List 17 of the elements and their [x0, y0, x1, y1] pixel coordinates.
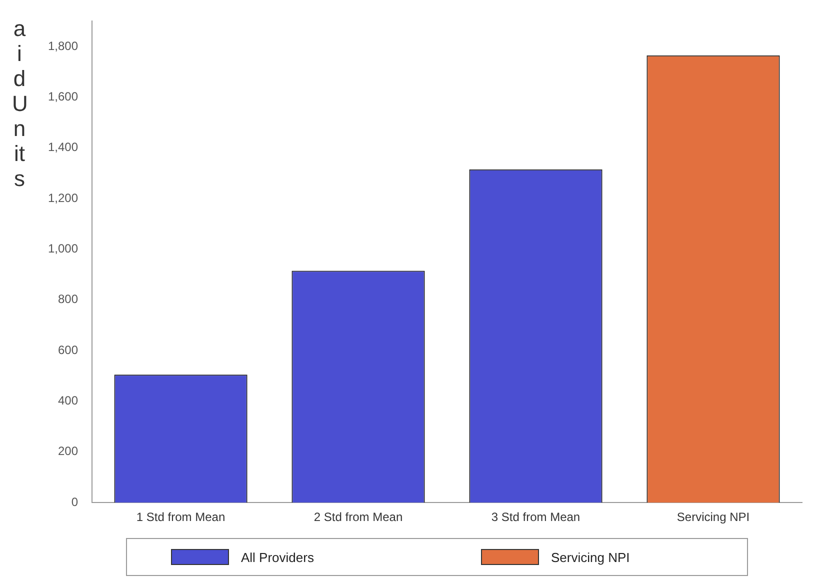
y-axis-title: aid Units — [12, 16, 28, 191]
y-tick-label: 1,000 — [48, 242, 78, 256]
y-tick-label: 200 — [58, 444, 78, 458]
y-tick-label: 1,800 — [48, 38, 78, 53]
y-tick-label: 800 — [58, 292, 78, 306]
y-tick-label: 400 — [58, 394, 78, 408]
legend-label: All Providers — [241, 550, 314, 564]
x-tick-label: 1 Std from Mean — [136, 510, 226, 524]
y-tick-label: 1,600 — [48, 90, 78, 104]
x-tick-label: Servicing NPI — [676, 510, 750, 524]
x-tick-label: 3 Std from Mean — [491, 510, 580, 524]
y-tick-label: 1,400 — [48, 140, 78, 154]
y-tick-label: 600 — [58, 342, 78, 357]
legend-label: Servicing NPI — [551, 550, 630, 564]
y-tick-label: 0 — [71, 494, 78, 509]
x-tick-label: 2 Std from Mean — [314, 510, 403, 524]
y-tick-label: 1,200 — [48, 190, 78, 205]
